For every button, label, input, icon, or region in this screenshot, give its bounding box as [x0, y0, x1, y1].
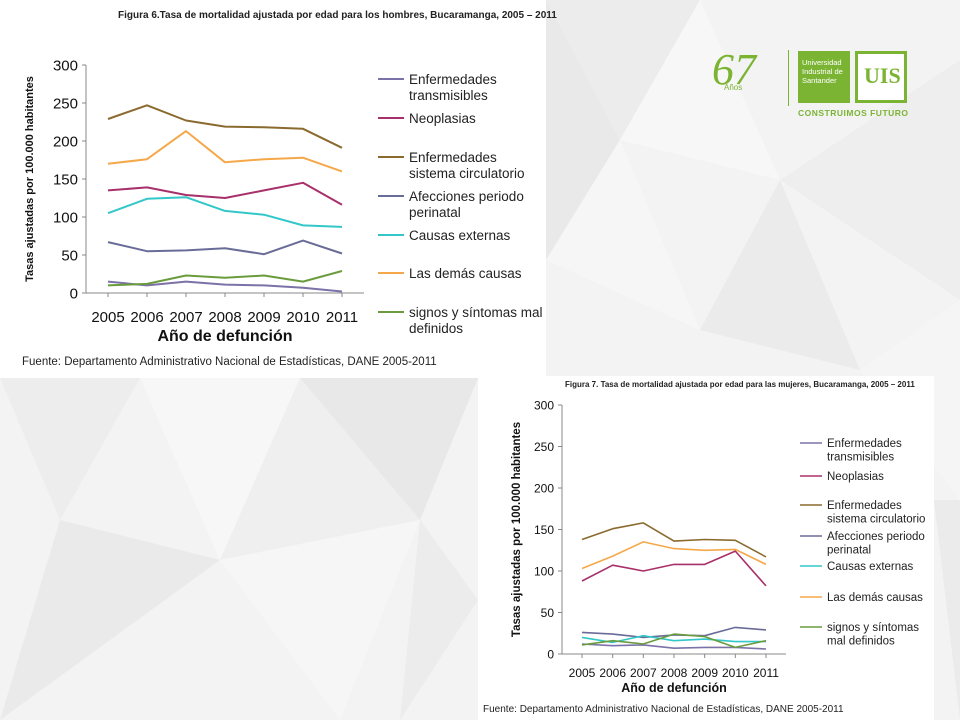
- x-tick-label: 2006: [130, 309, 163, 326]
- series-line-1: [107, 280, 343, 293]
- logo-anos-text: Años: [724, 83, 743, 92]
- figure-6-panel: Figura 6.Tasa de mortalidad ajustada por…: [0, 0, 557, 378]
- y-tick-label: 250: [53, 95, 78, 112]
- legend-entry: Afecciones periodo perinatal: [827, 531, 925, 557]
- y-tick-label: 50: [541, 606, 555, 620]
- logo-uis-box: UIS: [855, 51, 907, 103]
- figure-7-source: Fuente: Departamento Administrativo Naci…: [483, 704, 844, 715]
- logo-uis-mark: UIS: [864, 63, 901, 88]
- y-tick-label: 50: [61, 247, 78, 264]
- x-axis-label: Año de defunción: [157, 328, 292, 345]
- y-axis-label: Tasas ajustadas por 100.000 habitantes: [511, 422, 523, 637]
- legend-entry: signos y síntomas mal definidos: [827, 622, 919, 648]
- series-line-2: [581, 550, 767, 587]
- legend-entry: Enfermedades transmisibles: [827, 438, 902, 464]
- legend-entry: Causas externas: [827, 561, 914, 573]
- x-tick-label: 2011: [326, 309, 358, 326]
- y-tick-label: 300: [53, 57, 78, 74]
- x-tick-label: 2007: [169, 309, 202, 326]
- legend-entry: Enfermedades transmisibles: [409, 72, 497, 103]
- logo-67-mark: 67: [712, 45, 756, 94]
- x-tick-label: 2006: [599, 666, 626, 680]
- legend-entry: Enfermedades sistema circulatorio: [827, 500, 925, 526]
- y-tick-label: 0: [70, 285, 78, 302]
- legend-entry: Neoplasias: [827, 471, 884, 483]
- legend-entry: Las demás causas: [827, 592, 923, 604]
- figure-7-chart: 0 50 100 150 200 250 300 2005 2006 2007 2008 2009 20…: [511, 398, 925, 695]
- series-line-6: [107, 130, 343, 173]
- logo-university-name: Universidad Industrial de Santander: [802, 58, 843, 85]
- y-tick-label: 100: [534, 564, 554, 578]
- x-tick-label: 2008: [208, 309, 241, 326]
- series-line-2: [107, 181, 343, 206]
- legend-entry: signos y síntomas mal definidos: [409, 305, 543, 336]
- x-tick-label: 2005: [91, 309, 124, 326]
- series-line-7: [107, 270, 343, 287]
- figure-6-title: Figura 6.Tasa de mortalidad ajustada por…: [118, 10, 557, 21]
- x-tick-label: 2005: [569, 666, 596, 680]
- series-line-3: [581, 522, 767, 558]
- legend-entry: Neoplasias: [409, 111, 476, 126]
- figure-7-title: Figura 7. Tasa de mortalidad ajustada po…: [565, 380, 915, 389]
- x-tick-label: 2007: [630, 666, 657, 680]
- y-axis-label: Tasas ajustadas por 100.000 habitantes: [24, 76, 36, 282]
- y-tick-label: 100: [53, 209, 78, 226]
- series-line-3: [107, 104, 343, 149]
- x-tick-label: 2009: [247, 309, 280, 326]
- legend-entry: Enfermedades sistema circulatorio: [409, 150, 525, 181]
- y-tick-label: 150: [53, 171, 78, 188]
- x-tick-label: 2011: [753, 666, 779, 680]
- uis-logo: 67 Años Universidad Industrial de Santan…: [712, 44, 912, 124]
- series-line-7: [581, 633, 767, 649]
- figure-6-source: Fuente: Departamento Administrativo Naci…: [22, 356, 437, 368]
- y-tick-label: 200: [534, 481, 554, 495]
- x-tick-label: 2008: [661, 666, 688, 680]
- logo-motto: CONSTRUIMOS FUTURO: [798, 108, 909, 118]
- series-line-4: [107, 239, 343, 256]
- legend-entry: Afecciones periodo perinatal: [409, 189, 524, 220]
- logo-separator: [788, 50, 789, 106]
- legend-entry: Las demás causas: [409, 266, 522, 281]
- y-tick-label: 300: [534, 398, 554, 412]
- figure-7-panel: Figura 7. Tasa de mortalidad ajustada po…: [478, 376, 934, 720]
- x-axis-label: Año de defunción: [621, 681, 727, 695]
- x-tick-label: 2010: [286, 309, 319, 326]
- x-tick-label: 2010: [722, 666, 749, 680]
- series-line-5: [107, 196, 343, 228]
- series-line-5: [581, 634, 766, 644]
- figure-6-chart: 0 50 100 150 200 250 300 2005 2006 2007 2008 2009 20…: [24, 57, 543, 345]
- legend-entry: Causas externas: [409, 228, 511, 243]
- logo-university-box: Universidad Industrial de Santander: [798, 51, 850, 103]
- y-tick-label: 200: [53, 133, 78, 150]
- series-line-4: [581, 626, 767, 639]
- x-tick-label: 2009: [691, 666, 718, 680]
- y-tick-label: 0: [547, 647, 554, 661]
- y-tick-label: 250: [534, 440, 554, 454]
- y-tick-label: 150: [534, 523, 554, 537]
- series-line-6: [581, 541, 767, 570]
